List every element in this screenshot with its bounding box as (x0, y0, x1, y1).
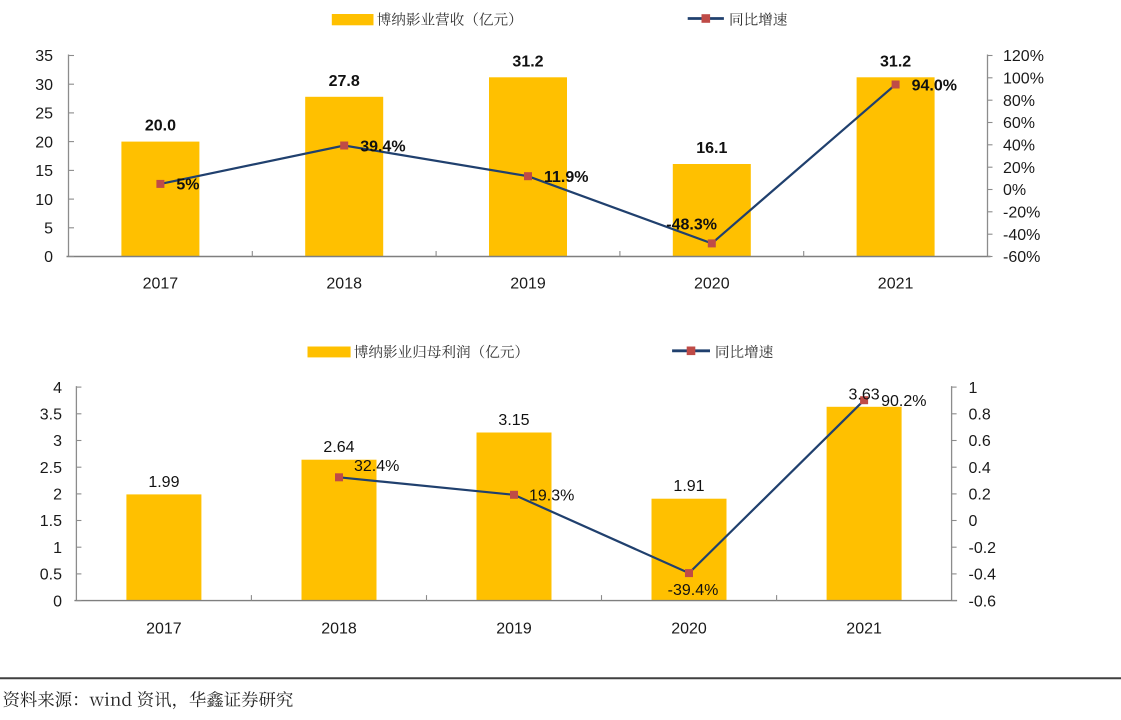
svg-text:90.2%: 90.2% (881, 393, 926, 410)
svg-text:-60%: -60% (1003, 249, 1040, 266)
svg-text:60%: 60% (1003, 115, 1035, 132)
svg-text:0: 0 (53, 593, 62, 610)
svg-text:40%: 40% (1003, 138, 1035, 155)
svg-text:0%: 0% (1003, 182, 1026, 199)
svg-text:31.2: 31.2 (512, 53, 543, 70)
svg-text:2019: 2019 (496, 621, 532, 638)
svg-text:16.1: 16.1 (696, 140, 727, 157)
svg-text:0: 0 (969, 513, 978, 530)
svg-text:1: 1 (969, 380, 978, 397)
svg-text:3.63: 3.63 (849, 386, 880, 403)
svg-text:2018: 2018 (326, 276, 362, 293)
svg-text:2.64: 2.64 (323, 439, 354, 456)
svg-text:0.6: 0.6 (969, 433, 991, 450)
svg-text:3.5: 3.5 (40, 407, 62, 424)
svg-text:-20%: -20% (1003, 205, 1040, 222)
svg-text:3.15: 3.15 (498, 412, 529, 429)
svg-text:1.91: 1.91 (673, 478, 704, 495)
svg-text:0.4: 0.4 (969, 460, 991, 477)
svg-text:2: 2 (53, 487, 62, 504)
svg-text:-48.3%: -48.3% (666, 217, 717, 234)
svg-text:20%: 20% (1003, 160, 1035, 177)
svg-text:2.5: 2.5 (40, 460, 62, 477)
svg-text:4: 4 (53, 380, 62, 397)
svg-text:0.2: 0.2 (969, 487, 991, 504)
svg-text:-0.4: -0.4 (969, 567, 997, 584)
svg-text:39.4%: 39.4% (360, 138, 405, 155)
svg-text:31.2: 31.2 (880, 53, 911, 70)
svg-text:0: 0 (44, 249, 53, 266)
svg-text:1.99: 1.99 (148, 474, 179, 491)
svg-text:3: 3 (53, 433, 62, 450)
svg-text:80%: 80% (1003, 93, 1035, 110)
svg-text:0.8: 0.8 (969, 407, 991, 424)
svg-text:2017: 2017 (146, 621, 182, 638)
svg-text:2021: 2021 (878, 276, 914, 293)
svg-text:0.5: 0.5 (40, 567, 62, 584)
svg-text:20: 20 (35, 134, 53, 151)
svg-text:15: 15 (35, 163, 53, 180)
svg-text:5: 5 (44, 221, 53, 238)
svg-text:20.0: 20.0 (145, 118, 176, 135)
svg-text:11.9%: 11.9% (544, 169, 588, 186)
svg-text:25: 25 (35, 106, 53, 123)
svg-text:1.5: 1.5 (40, 513, 62, 530)
svg-text:2017: 2017 (143, 276, 179, 293)
svg-text:30: 30 (35, 77, 53, 94)
svg-text:2018: 2018 (321, 621, 357, 638)
svg-text:-39.4%: -39.4% (668, 582, 719, 599)
svg-text:2021: 2021 (846, 621, 882, 638)
svg-text:27.8: 27.8 (329, 73, 360, 90)
svg-text:2019: 2019 (510, 276, 546, 293)
svg-text:-40%: -40% (1003, 227, 1040, 244)
svg-text:-0.2: -0.2 (969, 540, 997, 557)
svg-text:10: 10 (35, 192, 53, 209)
svg-text:100%: 100% (1003, 71, 1044, 88)
svg-text:1: 1 (53, 540, 62, 557)
svg-text:94.0%: 94.0% (912, 77, 957, 94)
svg-text:-0.6: -0.6 (969, 593, 997, 610)
svg-text:2020: 2020 (671, 621, 707, 638)
svg-text:120%: 120% (1003, 48, 1044, 65)
svg-text:35: 35 (35, 48, 53, 65)
svg-text:32.4%: 32.4% (354, 458, 399, 475)
svg-text:2020: 2020 (694, 276, 730, 293)
svg-text:19.3%: 19.3% (529, 488, 574, 505)
svg-text:5%: 5% (176, 177, 199, 194)
